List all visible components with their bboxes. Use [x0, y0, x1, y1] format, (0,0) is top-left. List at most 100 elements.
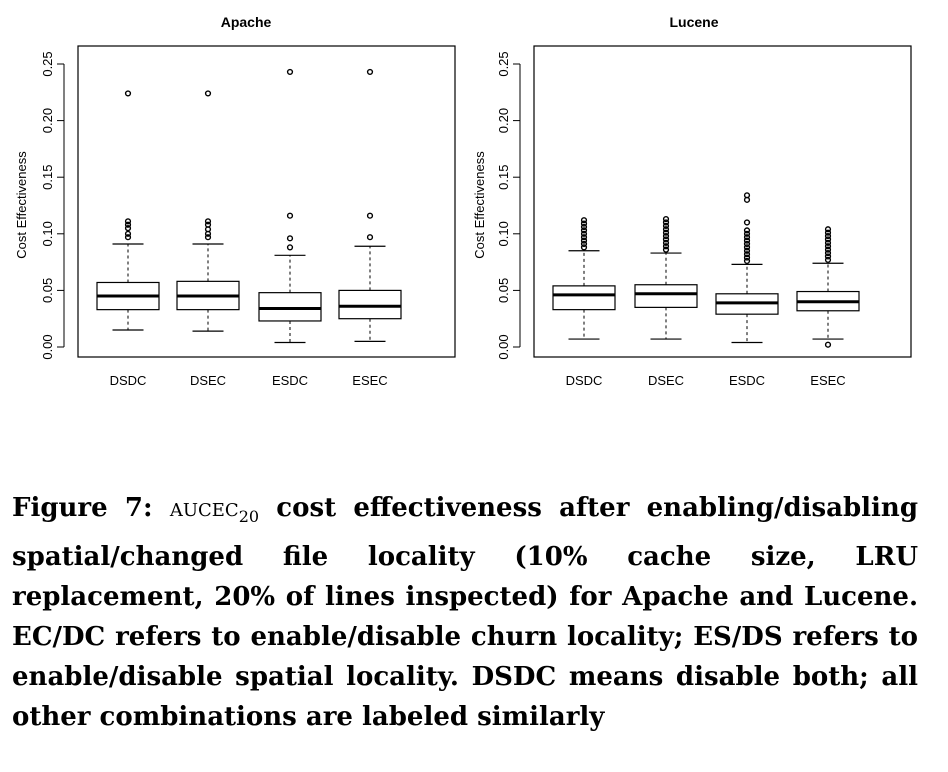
x-tick-label: ESDC	[272, 373, 308, 388]
box-iqr	[552, 285, 616, 311]
x-tick-label: DSDC	[110, 373, 147, 388]
outlier-point	[204, 234, 212, 241]
chart-title: Apache	[221, 14, 272, 30]
outlier-point	[124, 218, 132, 225]
box-esdc: ESDC	[715, 192, 779, 388]
outlier-point	[824, 341, 832, 348]
chart-panel-0: Apache 0.00 0.05 0.10 0.15 0.20 0.25 Cost Effec…	[14, 14, 456, 388]
outlier-point	[580, 227, 588, 234]
outlier-point	[580, 230, 588, 237]
y-tick-label: 0.00	[40, 334, 55, 359]
box-dsdc: DSDC	[96, 90, 160, 388]
outlier-point	[580, 223, 588, 231]
plot-frame	[533, 45, 912, 358]
figure-charts: Apache 0.00 0.05 0.10 0.15 0.20 0.25 Cost Effec…	[14, 14, 912, 388]
y-tick-label: 0.05	[40, 278, 55, 303]
outlier-point	[580, 244, 588, 251]
box-dsec: DSEC	[634, 215, 698, 388]
outlier-point	[124, 234, 132, 241]
caption-metric: aucec20	[169, 493, 260, 527]
outlier-point	[662, 215, 670, 223]
x-tick-label: DSEC	[190, 373, 226, 388]
outlier-point	[743, 240, 751, 248]
y-tick-label: 0.20	[40, 108, 55, 133]
y-tick-label: 0.20	[496, 108, 511, 133]
outlier-point	[743, 254, 751, 261]
outlier-point	[743, 251, 751, 258]
x-tick-label: ESEC	[352, 373, 387, 388]
outlier-point	[824, 229, 832, 236]
outlier-point	[824, 253, 832, 260]
caption-metric-name: aucec	[169, 493, 239, 523]
x-tick-label: DSDC	[566, 373, 603, 388]
box-esdc: ESDC	[258, 68, 322, 388]
outlier-point	[286, 244, 294, 251]
y-axis-label: Cost Effectiveness	[14, 151, 29, 259]
outlier-point	[824, 243, 832, 250]
box-dsdc: DSDC	[552, 217, 616, 388]
outlier-point	[743, 257, 751, 265]
y-tick-label: 0.15	[40, 165, 55, 190]
x-tick-label: ESDC	[729, 373, 765, 388]
caption-text: cost effectiveness after enabling/disabl…	[12, 493, 918, 733]
outlier-point	[580, 220, 588, 227]
outlier-point	[824, 249, 832, 257]
outlier-point	[743, 244, 751, 251]
y-tick-label: 0.25	[40, 51, 55, 76]
outlier-point	[662, 229, 670, 236]
outlier-point	[743, 237, 751, 244]
outlier-point	[286, 68, 294, 76]
outlier-point	[824, 246, 832, 253]
outlier-point	[204, 90, 212, 97]
outlier-point	[366, 212, 374, 219]
outlier-point	[662, 236, 670, 243]
outlier-point	[662, 246, 670, 253]
outlier-point	[662, 219, 670, 226]
outlier-point	[286, 212, 294, 219]
y-tick-label: 0.10	[496, 221, 511, 246]
x-tick-label: ESEC	[810, 373, 845, 388]
outlier-point	[662, 226, 670, 233]
outlier-point	[366, 234, 374, 241]
caption-metric-subscript: 20	[238, 507, 260, 527]
y-tick-label: 0.15	[496, 165, 511, 190]
y-axis-label: Cost Effectiveness	[472, 151, 487, 259]
outlier-point	[824, 256, 832, 263]
outlier-point	[580, 240, 588, 248]
outlier-point	[824, 236, 832, 243]
outlier-point	[662, 222, 670, 229]
figure-caption: Figure 7: aucec20 cost effectiveness aft…	[12, 488, 918, 737]
outlier-point	[580, 217, 588, 224]
outlier-point	[743, 230, 751, 237]
box-iqr	[338, 289, 402, 320]
outlier-point	[662, 243, 670, 250]
box-esec: ESEC	[796, 226, 860, 388]
outlier-point	[662, 239, 670, 246]
y-tick-label: 0.10	[40, 221, 55, 246]
x-tick-label: DSEC	[648, 373, 684, 388]
outlier-point	[743, 219, 751, 226]
box-iqr	[634, 284, 698, 308]
outlier-point	[824, 239, 832, 246]
outlier-point	[124, 90, 132, 97]
outlier-point	[580, 237, 588, 244]
y-tick-label: 0.25	[496, 51, 511, 76]
outlier-point	[824, 232, 832, 240]
outlier-point	[824, 226, 832, 233]
outlier-point	[366, 68, 374, 76]
box-esec: ESEC	[338, 68, 402, 388]
box-iqr	[258, 292, 322, 322]
outlier-point	[743, 247, 751, 254]
outlier-point	[124, 221, 132, 228]
outlier-point	[124, 225, 132, 232]
outlier-point	[743, 234, 751, 241]
y-tick-label: 0.05	[496, 278, 511, 303]
box-dsec: DSEC	[176, 90, 240, 388]
chart-panel-1: Lucene 0.00 0.05 0.10 0.15 0.20 0.25 Cost Effec…	[472, 14, 912, 388]
caption-label: Figure 7:	[12, 493, 153, 523]
outlier-point	[286, 235, 294, 242]
chart-title: Lucene	[669, 14, 718, 30]
plot-frame	[77, 45, 456, 358]
outlier-point	[204, 218, 212, 225]
outlier-point	[743, 192, 751, 199]
